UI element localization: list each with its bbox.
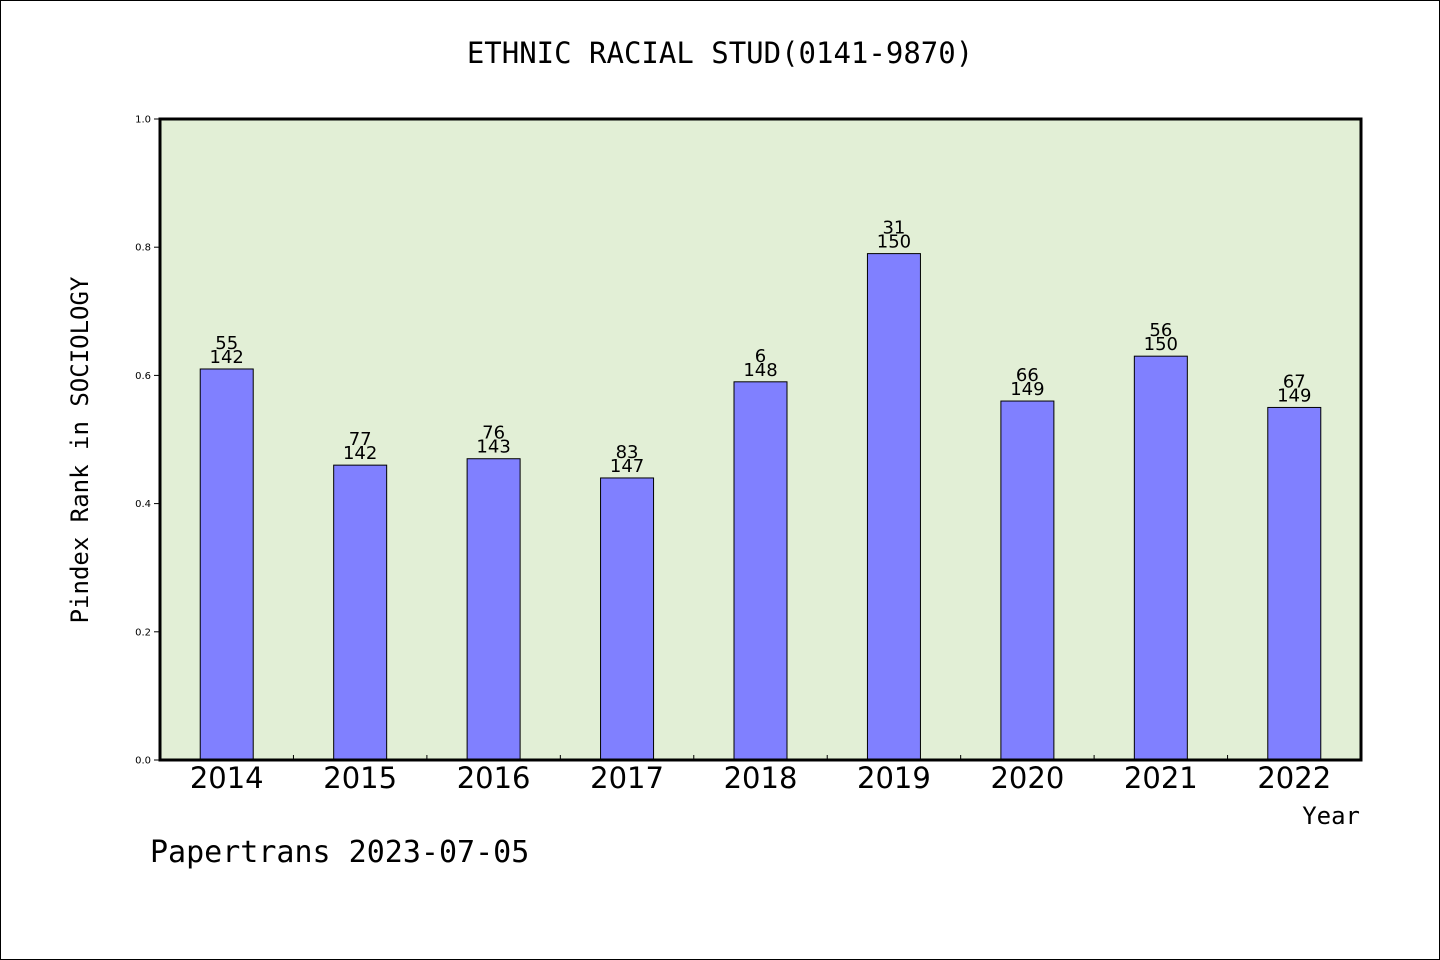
bar	[1000, 400, 1055, 761]
x-tick-label: 2015	[323, 761, 397, 795]
y-axis-label: Pindex Rank in SOCIOLOGY	[66, 276, 94, 624]
bar-rank-label: 31	[882, 218, 905, 239]
x-axis-label: Year	[1302, 802, 1360, 830]
bar-total-label: 142	[343, 443, 377, 464]
bar-rank-label: 56	[1149, 320, 1172, 341]
y-tick-label: 0.6	[135, 371, 151, 382]
y-tick-label: 0.2	[135, 627, 151, 638]
bar-total-label: 148	[743, 360, 777, 381]
bar	[733, 381, 788, 761]
bar-rank-label: 66	[1016, 365, 1039, 386]
bar-total-label: 150	[877, 232, 911, 253]
bar	[1267, 406, 1322, 761]
bar-total-label: 142	[210, 347, 244, 368]
x-tick-label: 2018	[724, 761, 798, 795]
bar-total-label: 147	[610, 456, 644, 477]
bar-rank-label: 67	[1283, 371, 1306, 392]
x-tick-label: 2021	[1124, 761, 1198, 795]
y-tick-label: 0.4	[135, 499, 151, 510]
x-tick-label: 2020	[990, 761, 1064, 795]
bar-rank-label: 6	[755, 346, 766, 367]
plot-border	[158, 117, 1363, 762]
x-tick-label: 2014	[190, 761, 264, 795]
bar	[466, 458, 521, 761]
bar-rank-label: 83	[616, 442, 639, 463]
bar-total-label: 150	[1144, 334, 1178, 355]
bar-rank-label: 76	[482, 423, 505, 444]
bar	[600, 477, 655, 761]
bar-total-label: 149	[1010, 379, 1044, 400]
x-tick-label: 2022	[1257, 761, 1331, 795]
bar	[866, 253, 921, 761]
y-tick-label: 0.8	[135, 243, 151, 254]
watermark-text: Papertrans 2023-07-05	[150, 835, 530, 870]
y-tick-label: 1.0	[135, 115, 151, 126]
bar-total-label: 143	[476, 437, 510, 458]
bar-rank-label: 77	[349, 429, 372, 450]
x-tick-label: 2017	[590, 761, 664, 795]
bar-rank-label: 55	[215, 333, 238, 354]
y-tick-label: 0.0	[135, 756, 151, 767]
bar	[333, 464, 388, 761]
x-tick-label: 2016	[457, 761, 531, 795]
bar	[199, 368, 254, 761]
bar-total-label: 149	[1277, 385, 1311, 406]
chart-title: ETHNIC RACIAL STUD(0141-9870)	[466, 36, 974, 70]
x-tick-label: 2019	[857, 761, 931, 795]
bar	[1133, 355, 1188, 761]
